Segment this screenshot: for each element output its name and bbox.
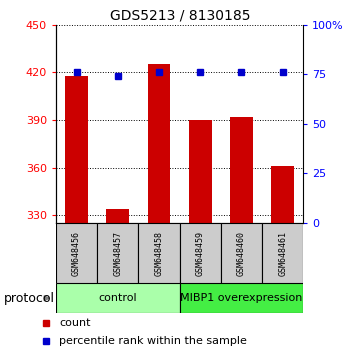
Bar	[56, 283, 180, 313]
Bar	[271, 166, 294, 223]
Bar	[189, 120, 212, 223]
Bar	[230, 117, 253, 223]
Bar	[148, 64, 170, 223]
Bar	[106, 209, 129, 223]
Text: percentile rank within the sample: percentile rank within the sample	[59, 336, 247, 346]
Text: GSM648458: GSM648458	[155, 230, 164, 276]
Bar	[180, 283, 303, 313]
Text: GSM648456: GSM648456	[72, 230, 81, 276]
Bar	[180, 223, 221, 283]
Text: GDS5213 / 8130185: GDS5213 / 8130185	[110, 9, 251, 23]
Text: protocol: protocol	[4, 292, 55, 305]
Text: GSM648460: GSM648460	[237, 230, 246, 276]
Text: MIBP1 overexpression: MIBP1 overexpression	[180, 293, 303, 303]
Bar	[56, 223, 97, 283]
Text: GSM648461: GSM648461	[278, 230, 287, 276]
Text: count: count	[59, 318, 91, 328]
Text: control: control	[99, 293, 137, 303]
Text: GSM648457: GSM648457	[113, 230, 122, 276]
Bar	[97, 223, 138, 283]
Bar	[221, 223, 262, 283]
Bar	[65, 75, 88, 223]
Text: GSM648459: GSM648459	[196, 230, 205, 276]
Bar	[262, 223, 303, 283]
Bar	[138, 223, 180, 283]
